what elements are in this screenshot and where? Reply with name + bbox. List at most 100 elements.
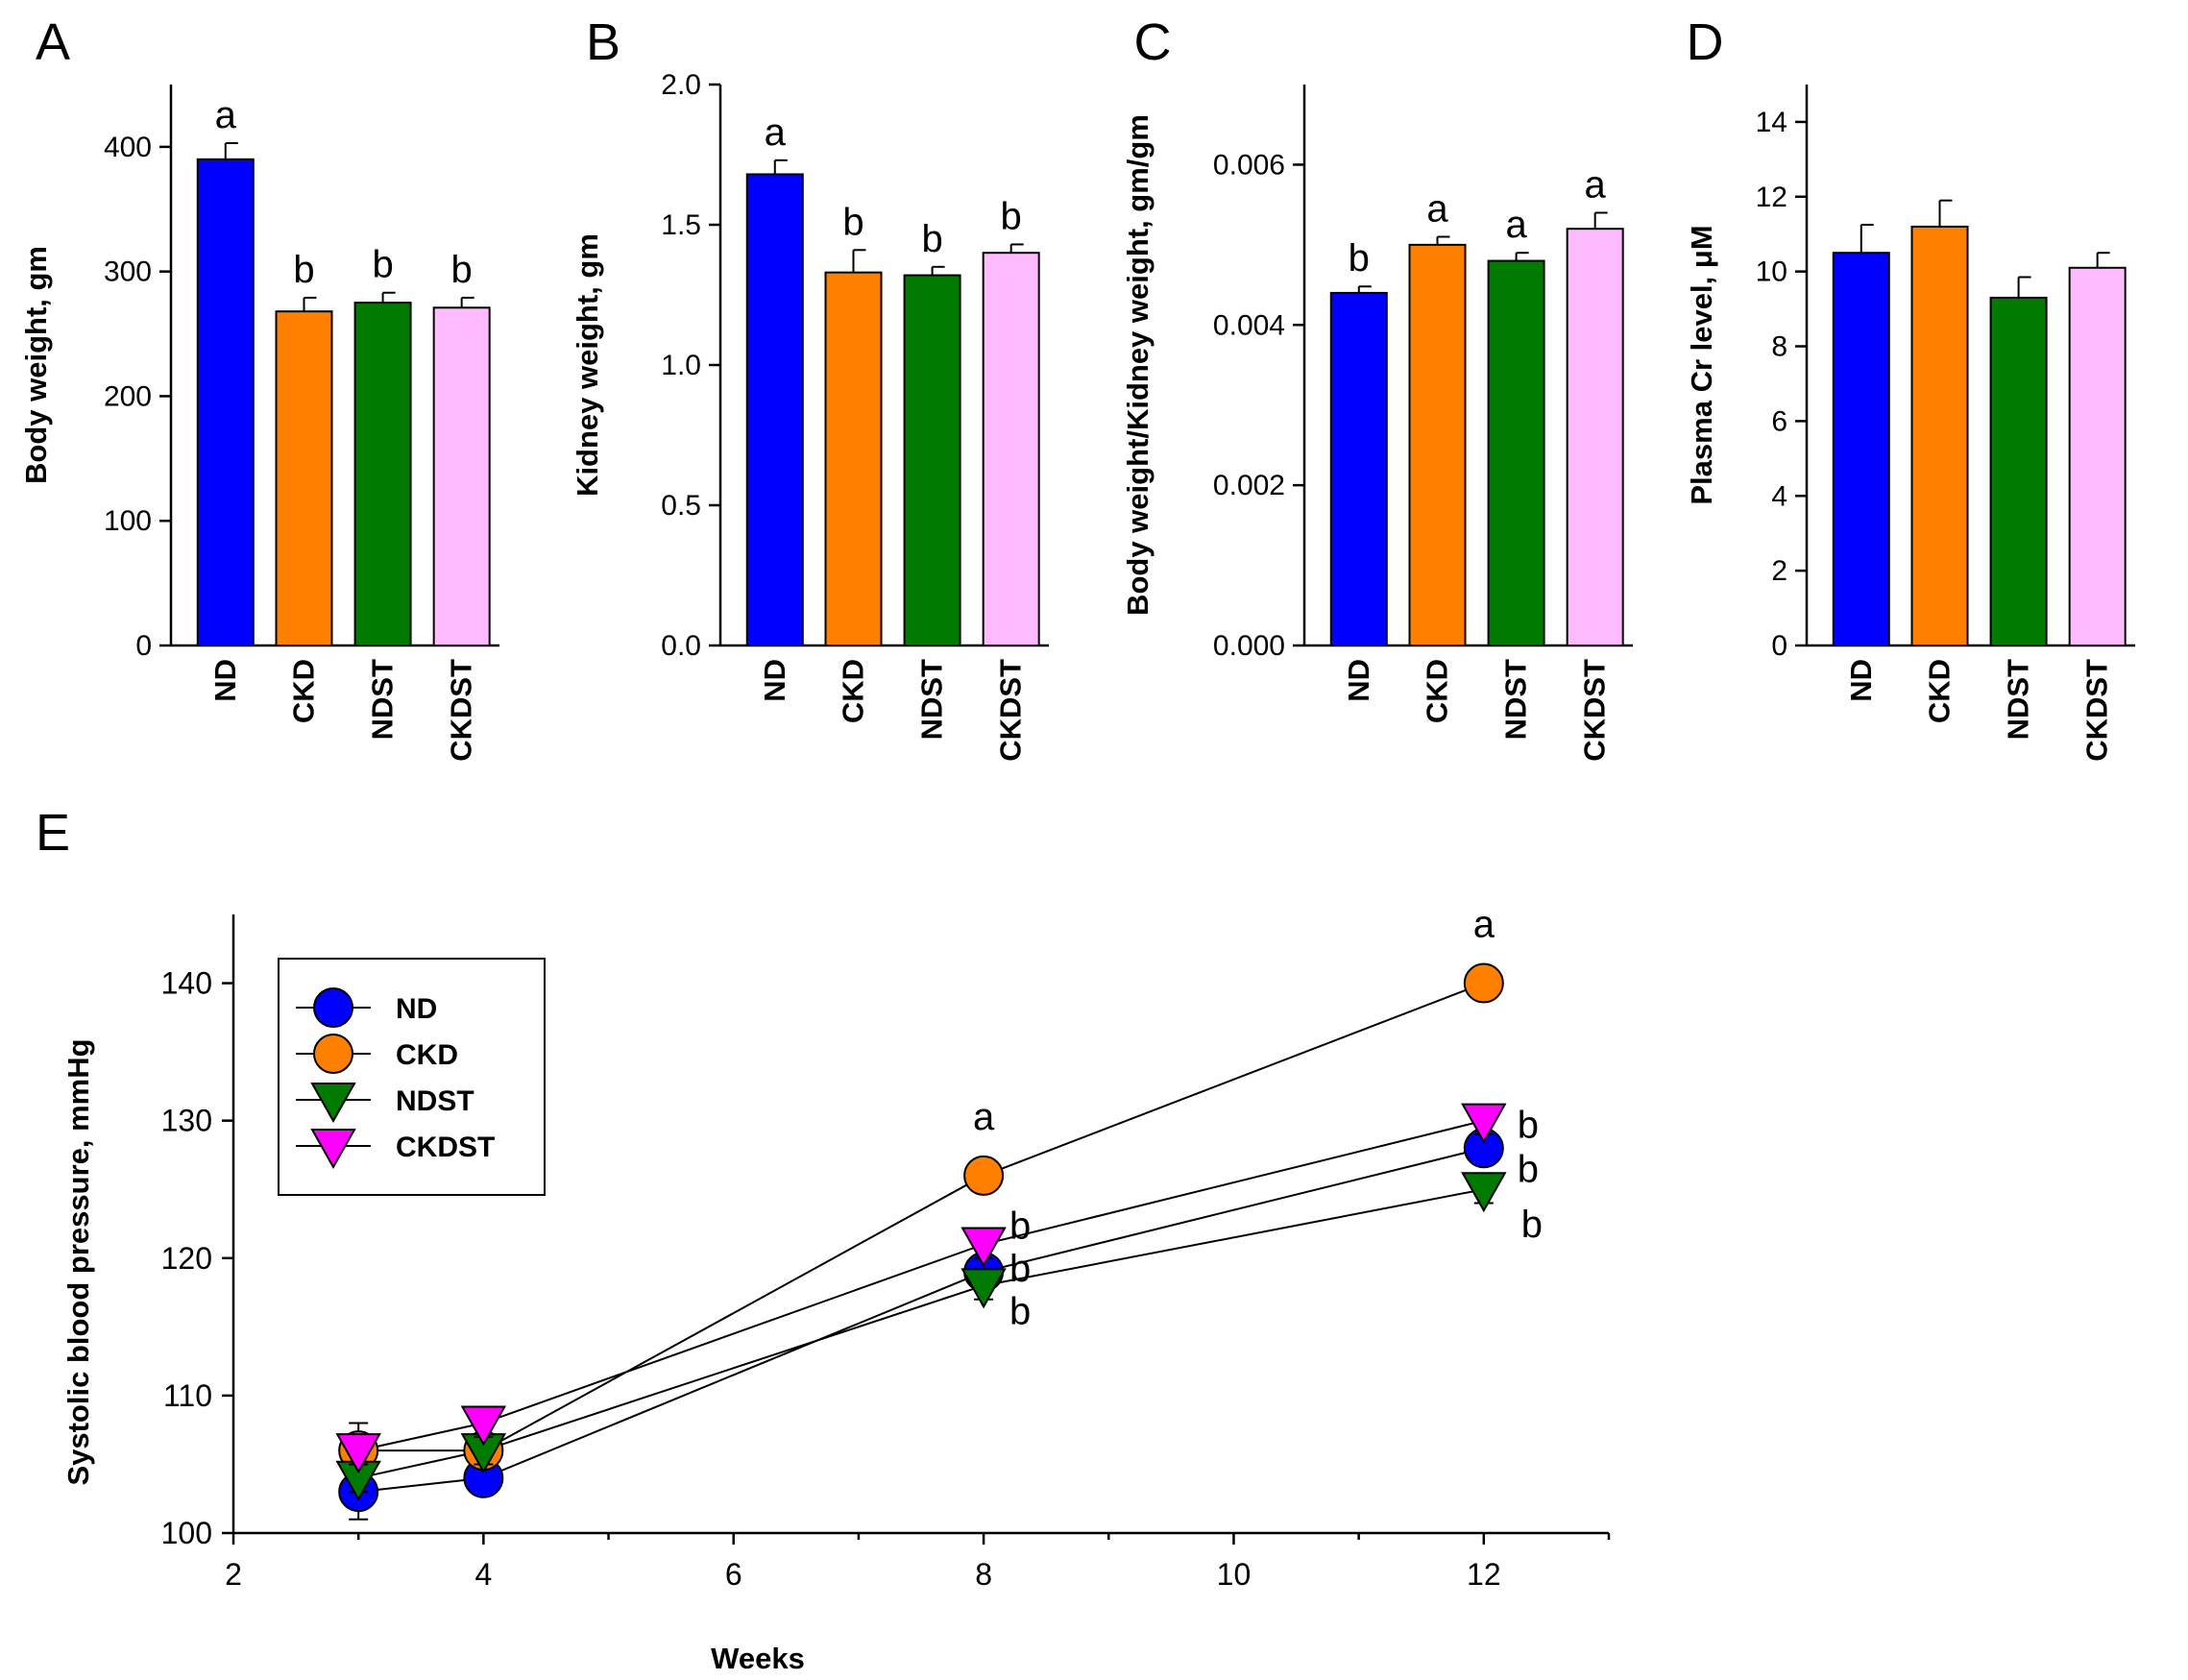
panel-label-b: B: [586, 13, 620, 71]
sig-letter: b: [372, 244, 393, 286]
y-tick-label: 12: [1756, 182, 1787, 213]
category-label-ckd: CKD: [1923, 659, 1957, 723]
bar-ndst: [353, 302, 412, 646]
bar-ckdst: [1566, 228, 1624, 647]
bar-nd: [196, 158, 255, 646]
panel-a: A 0 100 200 300 400 Body weight, gm a ND b CKD b NDS…: [19, 13, 499, 762]
x-axis-label: Weeks: [711, 1642, 805, 1675]
category-label-ckdst: CKDST: [445, 659, 478, 762]
bar-ckd: [1408, 243, 1467, 646]
data-point-ckdst: [1461, 1103, 1507, 1144]
bar-nd: [1832, 252, 1890, 646]
y-tick-label: 0: [1771, 630, 1787, 662]
data-point-ndst: [960, 1268, 1007, 1309]
panel-label-c: C: [1134, 13, 1172, 71]
y-tick-label: 4: [1771, 480, 1787, 512]
category-label-nd: ND: [758, 659, 791, 702]
panel-d: D 0 2 4 6 8 10 12 14 Plasma Cr level, μM ND CKD NDST…: [1685, 13, 2135, 762]
category-label-ckd: CKD: [1421, 659, 1454, 723]
y-tick-label: 2: [1771, 555, 1787, 587]
legend-label-ndst: NDST: [396, 1085, 474, 1117]
data-point-ckd: [1463, 962, 1504, 1004]
category-label-ndst: NDST: [2002, 659, 2035, 740]
x-tick-label: 2: [225, 1557, 242, 1592]
y-tick-label: 8: [1771, 331, 1787, 363]
y-tick-label: 10: [1756, 256, 1787, 288]
legend-label-nd: ND: [396, 993, 437, 1025]
panel-label-a: A: [36, 13, 70, 71]
annotation-letter: a: [1473, 904, 1495, 946]
series-line-nd: [358, 1147, 1485, 1494]
sig-letter: b: [921, 218, 942, 260]
y-tick-label: 2.0: [661, 69, 701, 101]
category-label-ckd: CKD: [837, 659, 870, 723]
bar-ckd: [824, 271, 883, 646]
series-line-ckd: [358, 982, 1485, 1452]
sig-letter: b: [842, 201, 863, 243]
category-label-ckdst: CKDST: [2080, 659, 2114, 762]
y-tick-label: 300: [104, 256, 152, 288]
annotation-letter: b: [1518, 1105, 1539, 1147]
annotation-letter: b: [1518, 1148, 1539, 1190]
bar-nd: [1329, 291, 1388, 646]
y-axis-label: Kidney weight, gm: [571, 233, 604, 497]
x-tick-label: 4: [474, 1557, 492, 1592]
series-line-ckdst: [357, 1119, 1485, 1452]
sig-letter: a: [1585, 163, 1607, 206]
y-tick-label: 14: [1756, 107, 1787, 138]
bar-ckdst: [982, 252, 1040, 646]
sig-letter: b: [1349, 237, 1370, 280]
series-line-ndst: [357, 1188, 1485, 1479]
legend-label-ckdst: CKDST: [396, 1132, 495, 1163]
sig-letter: a: [215, 94, 237, 136]
y-axis-label: Systolic blood pressure, mmHg: [61, 1038, 95, 1485]
y-tick-label: 110: [163, 1378, 212, 1413]
panel-label-d: D: [1687, 13, 1724, 71]
y-tick-label: 0.5: [661, 490, 701, 522]
bar-ndst: [903, 274, 961, 646]
data-point-ckdst: [460, 1405, 507, 1447]
y-axis-label: Body weight, gm: [19, 246, 53, 484]
y-tick-label: 0.006: [1213, 149, 1285, 181]
sig-letter: b: [1001, 195, 1022, 237]
category-label-ckd: CKD: [287, 659, 321, 723]
annotation-letter: b: [1009, 1248, 1031, 1290]
panel-b: B 0.0 0.5 1.0 1.5 2.0 Kidney weight, gm a ND b CKD…: [571, 13, 1049, 762]
x-tick-label: 6: [725, 1557, 742, 1592]
category-label-nd: ND: [1342, 659, 1375, 702]
y-tick-label: 6: [1771, 405, 1787, 437]
y-tick-label: 200: [104, 380, 152, 412]
y-tick-label: 1.5: [661, 209, 701, 241]
category-label-ndst: NDST: [915, 659, 949, 740]
bar-ckd: [275, 310, 333, 646]
x-tick-label: 12: [1467, 1557, 1501, 1592]
y-tick-label: 0.002: [1213, 470, 1285, 501]
bar-ckd: [1910, 225, 1969, 647]
sig-letter: a: [765, 111, 787, 154]
bar-nd: [745, 173, 804, 646]
y-tick-label: 130: [161, 1104, 212, 1138]
sig-letter: b: [293, 249, 314, 291]
category-label-ndst: NDST: [1499, 659, 1533, 740]
y-tick-label: 1.0: [661, 350, 701, 381]
data-point-ckd: [963, 1155, 1005, 1196]
legend: ND CKD NDST CKDST: [278, 958, 546, 1196]
sig-letter: b: [451, 249, 473, 291]
x-tick-label: 10: [1217, 1557, 1252, 1592]
legend-marker-ckd: [313, 1034, 353, 1074]
category-label-nd: ND: [208, 659, 242, 702]
y-tick-label: 100: [161, 1516, 212, 1550]
y-axis-label: Plasma Cr level, μM: [1685, 225, 1718, 504]
category-label-ndst: NDST: [366, 659, 400, 740]
y-tick-label: 0.004: [1213, 309, 1285, 341]
panel-label-e: E: [36, 804, 70, 862]
y-tick-label: 140: [161, 966, 212, 1001]
series-ckdst: [335, 1103, 1507, 1474]
y-tick-label: 100: [104, 505, 152, 537]
panel-e: E 100 110 120 130 140 2 4 6 8 10 12 Weeks Systolic bl…: [36, 804, 1611, 1675]
y-tick-label: 0.000: [1213, 630, 1285, 662]
series-ndst: [335, 1172, 1507, 1501]
y-tick-label: 400: [104, 132, 152, 163]
category-label-ckdst: CKDST: [994, 659, 1028, 762]
annotation-letter: b: [1009, 1205, 1031, 1247]
